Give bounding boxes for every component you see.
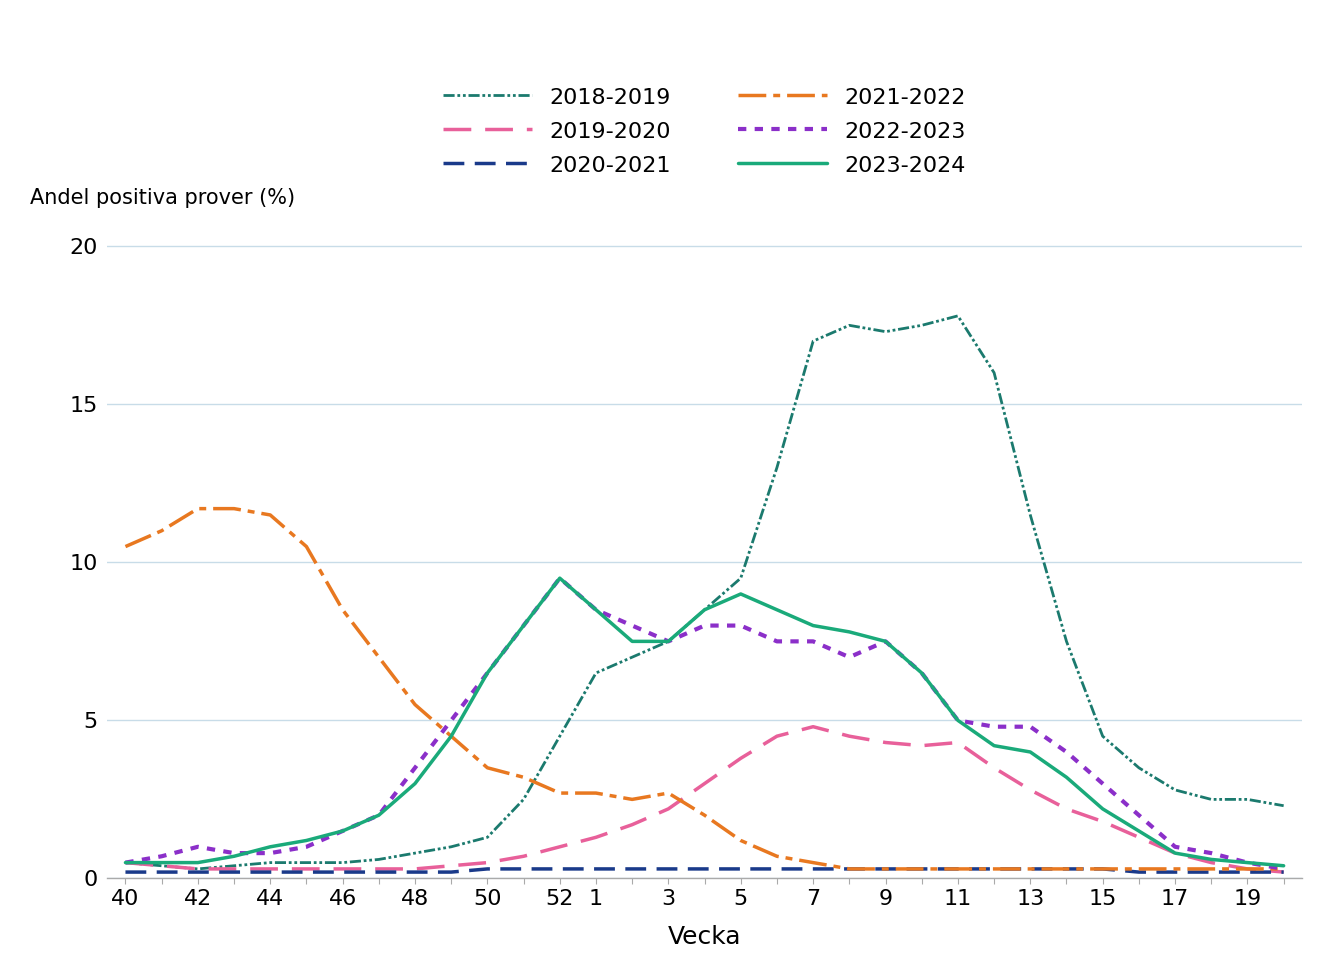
X-axis label: Vecka: Vecka [668,925,741,950]
Text: Andel positiva prover (%): Andel positiva prover (%) [30,188,295,208]
Legend: 2018-2019, 2019-2020, 2020-2021, 2021-2022, 2022-2023, 2023-2024: 2018-2019, 2019-2020, 2020-2021, 2021-20… [436,80,973,183]
